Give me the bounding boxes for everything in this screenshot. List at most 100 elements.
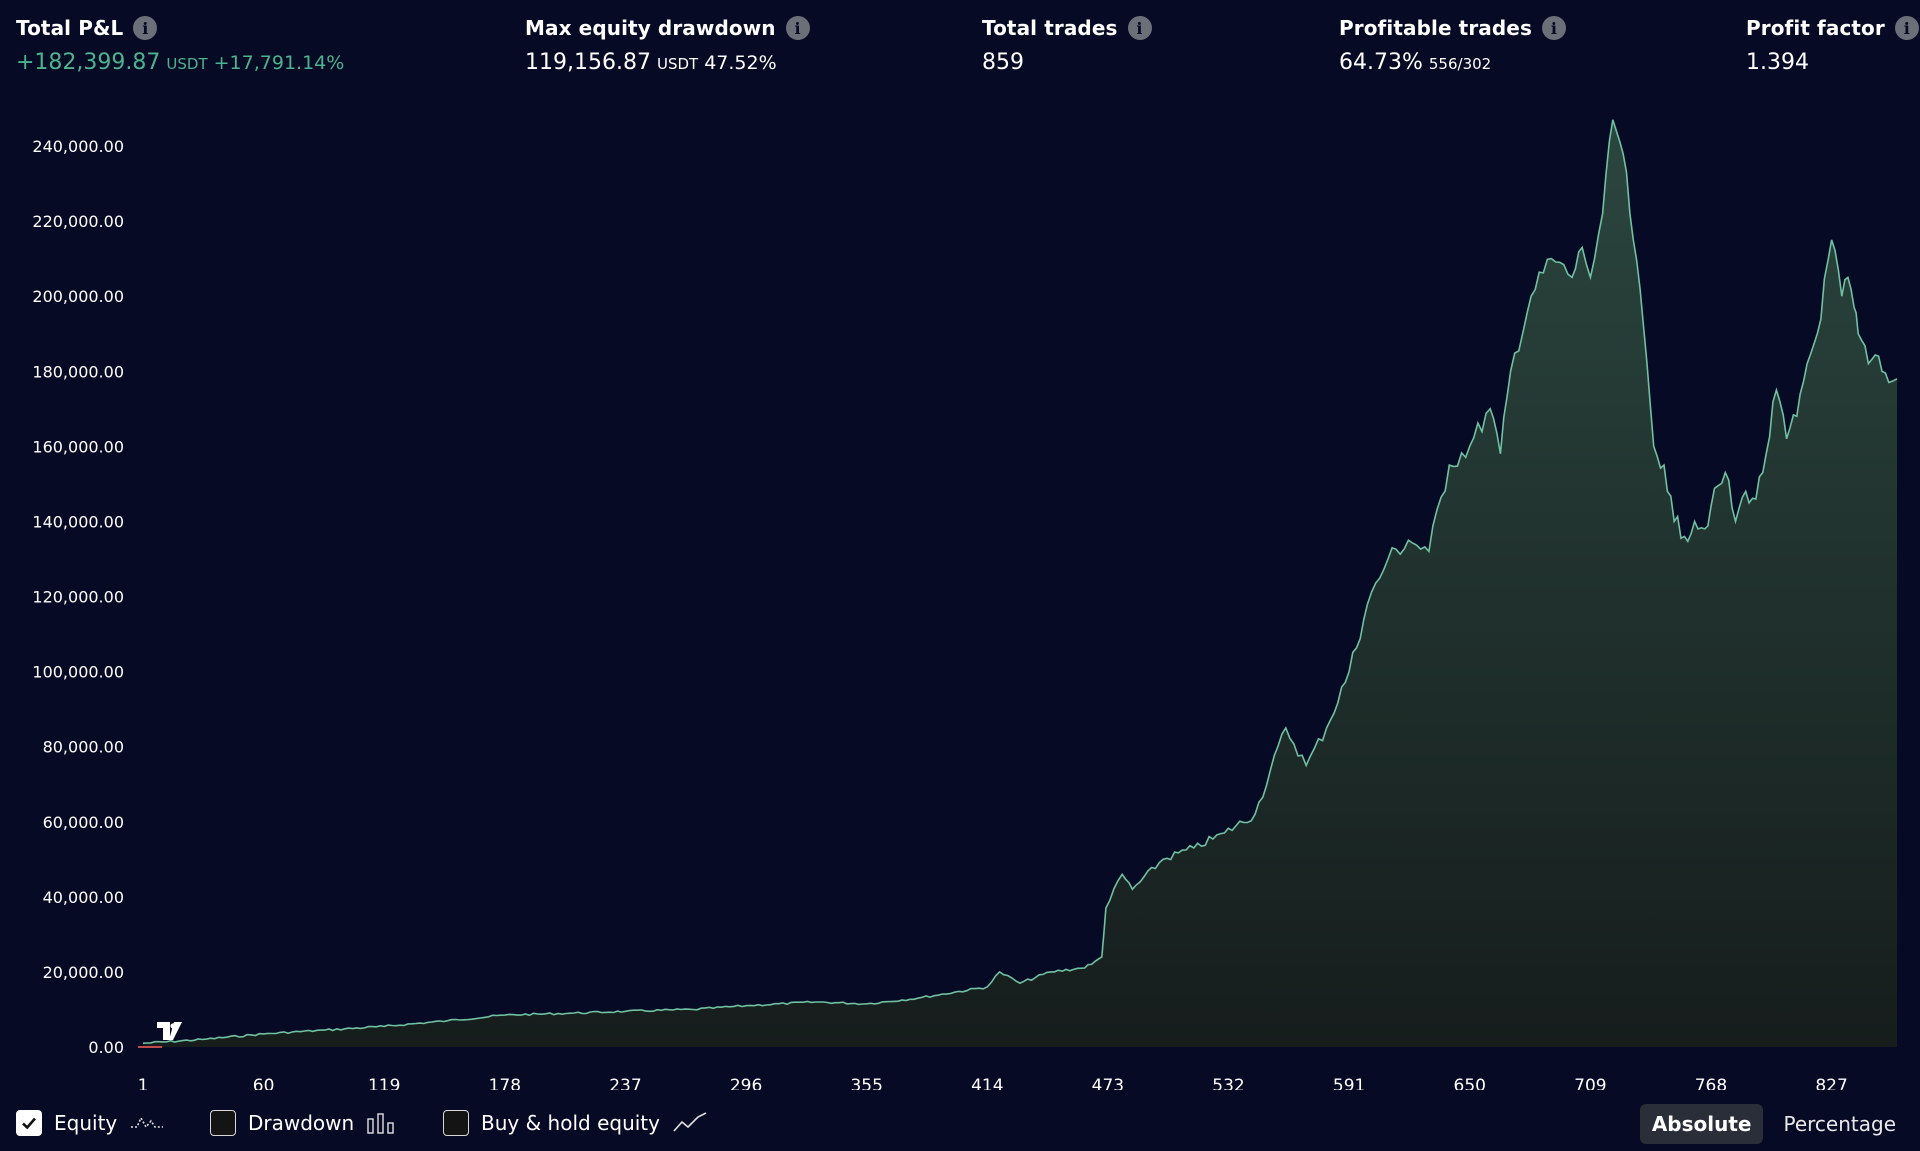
equity-point bbox=[624, 1009, 628, 1013]
x-tick-label: 237 bbox=[609, 1076, 641, 1090]
equity-point bbox=[1120, 872, 1124, 876]
stat-value: 859 bbox=[982, 50, 1024, 75]
info-icon[interactable]: i bbox=[133, 16, 158, 40]
x-tick-label: 532 bbox=[1212, 1076, 1244, 1090]
info-icon[interactable]: i bbox=[785, 16, 810, 40]
stat-ratio: 556/302 bbox=[1428, 55, 1492, 73]
equity-line bbox=[142, 119, 1898, 1044]
buy-hold-line-icon bbox=[673, 1112, 707, 1132]
equity-chart-svg[interactable]: 240,000.00220,000.00200,000.00180,000.00… bbox=[0, 90, 1920, 1096]
legend-buy-hold[interactable]: Buy & hold equity bbox=[443, 1110, 708, 1136]
y-tick-label: 180,000.00 bbox=[32, 362, 124, 381]
equity-point bbox=[1325, 726, 1329, 730]
equity-point bbox=[1805, 362, 1809, 366]
y-tick-label: 120,000.00 bbox=[32, 588, 124, 607]
y-tick-label: 60,000.00 bbox=[43, 813, 124, 832]
equity-point bbox=[1895, 377, 1899, 381]
equity-point bbox=[1580, 245, 1584, 249]
drawdown-checkbox[interactable] bbox=[210, 1110, 236, 1136]
equity-point bbox=[1222, 831, 1226, 835]
check-icon bbox=[22, 1117, 36, 1130]
equity-point bbox=[1846, 275, 1850, 279]
equity-point bbox=[382, 1024, 386, 1028]
x-tick-label: 768 bbox=[1695, 1076, 1727, 1090]
equity-point bbox=[1785, 437, 1789, 441]
equity-point bbox=[1468, 444, 1472, 448]
equity-point bbox=[1588, 275, 1592, 279]
stat-label: Max equity drawdown bbox=[525, 16, 776, 40]
buy-hold-checkbox[interactable] bbox=[443, 1110, 469, 1136]
x-tick-label: 296 bbox=[730, 1076, 762, 1090]
stat-unit: USDT bbox=[656, 55, 699, 73]
equity-point bbox=[985, 985, 989, 989]
equity-point bbox=[998, 970, 1002, 974]
equity-point bbox=[503, 1013, 507, 1017]
legend-drawdown[interactable]: Drawdown bbox=[210, 1110, 398, 1136]
stat-label: Total P&L bbox=[16, 16, 124, 40]
equity-point bbox=[1866, 362, 1870, 366]
legend-equity-label: Equity bbox=[54, 1111, 118, 1135]
equity-point bbox=[1509, 369, 1513, 373]
equity-chart[interactable]: 240,000.00 220,000.00 200,000.00 180,000.00… bbox=[0, 90, 1920, 1096]
equity-point bbox=[744, 1004, 748, 1008]
equity-point bbox=[568, 1011, 572, 1015]
drawdown-bars-icon bbox=[367, 1113, 394, 1134]
equity-point bbox=[1304, 763, 1308, 767]
equity-point bbox=[1642, 324, 1646, 328]
stat-percent: 47.52% bbox=[704, 52, 777, 74]
x-tick-label: 709 bbox=[1574, 1076, 1606, 1090]
x-tick-label: 827 bbox=[1815, 1076, 1847, 1090]
percentage-toggle[interactable]: Percentage bbox=[1783, 1112, 1896, 1136]
equity-point bbox=[1427, 549, 1431, 553]
x-tick-label: 178 bbox=[489, 1076, 521, 1090]
equity-point bbox=[1447, 463, 1451, 467]
stat-max-drawdown: Max equity drawdown i 119,156.87 USDT 47… bbox=[525, 16, 810, 75]
equity-point bbox=[865, 1002, 869, 1006]
equity-point bbox=[1104, 906, 1108, 910]
equity-point bbox=[1887, 381, 1891, 385]
equity-point bbox=[1877, 354, 1881, 358]
equity-point bbox=[1347, 670, 1351, 674]
info-icon[interactable]: i bbox=[1127, 16, 1152, 40]
equity-point bbox=[1856, 332, 1860, 336]
equity-point bbox=[1192, 846, 1196, 850]
y-tick-label: 80,000.00 bbox=[43, 738, 124, 757]
info-icon[interactable]: i bbox=[1541, 16, 1566, 40]
equity-point bbox=[1734, 519, 1738, 523]
equity-point bbox=[1611, 118, 1615, 122]
y-tick-label: 220,000.00 bbox=[32, 212, 124, 231]
equity-point bbox=[1652, 444, 1656, 448]
equity-point bbox=[691, 1008, 695, 1012]
stat-percent: +17,791.14% bbox=[213, 52, 345, 74]
equity-point bbox=[1161, 857, 1165, 861]
x-tick-label: 355 bbox=[850, 1076, 882, 1090]
equity-point bbox=[1079, 966, 1083, 970]
absolute-toggle[interactable]: Absolute bbox=[1639, 1104, 1764, 1144]
equity-area bbox=[143, 119, 1897, 1047]
equity-point bbox=[1253, 812, 1257, 816]
equity-point bbox=[1529, 294, 1533, 298]
equity-point bbox=[1406, 538, 1410, 542]
equity-point bbox=[1709, 504, 1713, 508]
stat-total-trades: Total trades i 859 bbox=[982, 16, 1152, 75]
equity-point bbox=[814, 1000, 818, 1004]
stat-profitable-trades: Profitable trades i 64.73% 556/302 bbox=[1339, 16, 1566, 75]
equity-checkbox[interactable] bbox=[16, 1110, 42, 1136]
equity-point bbox=[1662, 463, 1666, 467]
equity-point bbox=[1284, 726, 1288, 730]
equity-point bbox=[1723, 471, 1727, 475]
equity-point bbox=[1570, 275, 1574, 279]
info-icon[interactable]: i bbox=[1894, 16, 1919, 40]
equity-point bbox=[1498, 452, 1502, 456]
equity-point bbox=[1774, 388, 1778, 392]
y-tick-label: 100,000.00 bbox=[32, 663, 124, 682]
x-tick-label: 1 bbox=[138, 1076, 149, 1090]
equity-point bbox=[1682, 534, 1686, 538]
equity-point bbox=[1840, 294, 1844, 298]
stat-profit-factor: Profit factor i 1.394 bbox=[1746, 16, 1919, 75]
y-tick-label: 140,000.00 bbox=[32, 512, 124, 531]
equity-point bbox=[1366, 602, 1370, 606]
stat-total-pnl: Total P&L i +182,399.87 USDT +17,791.14% bbox=[16, 16, 344, 75]
legend-equity[interactable]: Equity bbox=[16, 1110, 165, 1136]
chart-footer: Equity Drawdown Buy & hold equity Absolu… bbox=[0, 1100, 1920, 1151]
